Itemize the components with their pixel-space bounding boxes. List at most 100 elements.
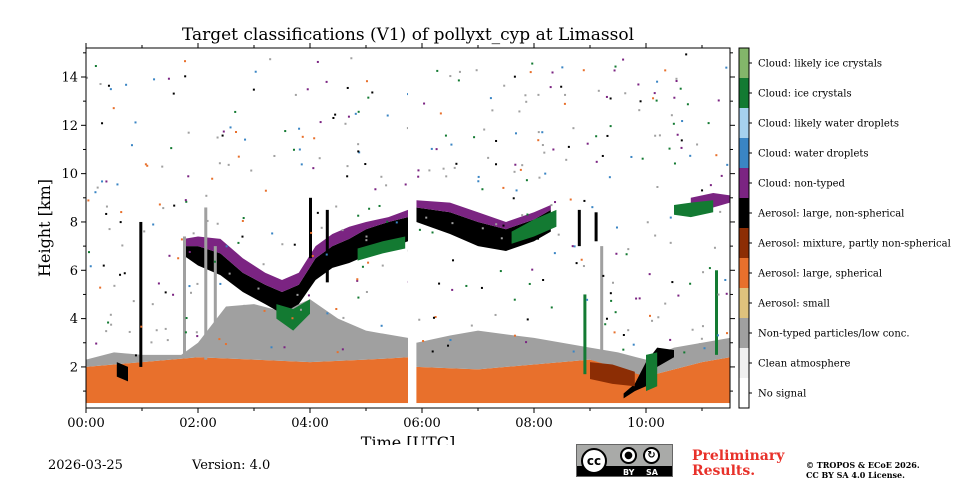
signal-pixel xyxy=(252,88,255,91)
signal-pixel xyxy=(264,189,267,192)
legend-label: Clean atmosphere xyxy=(758,359,851,370)
signal-pixel xyxy=(611,281,614,284)
signal-pixel xyxy=(481,227,484,230)
signal-pixel xyxy=(243,304,246,307)
signal-pixel xyxy=(669,241,672,244)
signal-pixel xyxy=(515,189,518,192)
legend-swatch xyxy=(739,348,749,378)
signal-pixel xyxy=(385,184,388,187)
signal-pixel xyxy=(563,102,566,105)
signal-pixel xyxy=(502,186,505,189)
signal-pixel xyxy=(386,220,389,223)
signal-pixel xyxy=(110,323,113,326)
signal-pixel xyxy=(311,255,314,258)
signal-pixel xyxy=(284,130,287,133)
signal-pixel xyxy=(128,330,131,333)
signal-pixel xyxy=(457,79,460,82)
x-tick-label: 04:00 xyxy=(291,416,328,431)
signal-pixel xyxy=(346,165,349,168)
signal-pixel xyxy=(357,150,360,153)
signal-pixel xyxy=(513,298,516,301)
signal-pixel xyxy=(550,306,553,309)
signal-pixel xyxy=(346,341,349,344)
signal-pixel xyxy=(382,238,385,241)
signal-pixel xyxy=(609,125,612,128)
signal-pixel xyxy=(627,248,630,251)
spike-2 xyxy=(204,207,208,360)
signal-pixel xyxy=(184,75,187,78)
preliminary-notice: Preliminary Results. xyxy=(692,449,784,479)
signal-pixel xyxy=(686,103,689,106)
signal-pixel xyxy=(332,116,335,119)
signal-pixel xyxy=(89,265,92,268)
signal-pixel xyxy=(354,112,357,115)
signal-pixel xyxy=(442,167,445,170)
surface-blank xyxy=(86,403,730,408)
signal-pixel xyxy=(622,348,625,351)
signal-pixel xyxy=(477,180,480,183)
signal-pixel xyxy=(196,335,199,338)
signal-pixel xyxy=(152,223,155,226)
signal-pixel xyxy=(250,169,253,172)
signal-pixel xyxy=(637,83,640,86)
y-tick-label: 10 xyxy=(61,167,78,182)
signal-pixel xyxy=(335,205,338,208)
signal-pixel xyxy=(495,139,498,142)
signal-pixel xyxy=(703,347,706,350)
signal-pixel xyxy=(116,183,119,186)
signal-pixel xyxy=(606,134,609,137)
legend-label: Cloud: ice crystals xyxy=(758,89,852,100)
signal-pixel xyxy=(487,156,490,159)
signal-pixel xyxy=(196,282,199,285)
signal-pixel xyxy=(669,216,672,219)
signal-pixel xyxy=(164,327,167,330)
signal-pixel xyxy=(583,199,586,202)
layer-7 xyxy=(276,299,310,331)
signal-pixel xyxy=(514,132,517,135)
signal-pixel xyxy=(242,217,245,220)
signal-pixel xyxy=(675,80,678,83)
layer-2 xyxy=(184,217,408,314)
signal-pixel xyxy=(638,109,641,112)
signal-pixel xyxy=(357,143,360,146)
spike-8 xyxy=(583,294,587,375)
signal-pixel xyxy=(292,148,295,151)
layer-6 xyxy=(511,209,557,244)
signal-pixel xyxy=(719,210,722,213)
signal-pixel xyxy=(648,273,651,276)
signal-pixel xyxy=(112,107,115,110)
signal-pixel xyxy=(356,278,359,281)
signal-pixel xyxy=(513,334,516,337)
signal-pixel xyxy=(609,292,612,295)
signal-pixel xyxy=(514,163,517,166)
signal-pixel xyxy=(262,263,265,266)
signal-pixel xyxy=(444,134,447,137)
cc-license-badge[interactable]: cc ● ↻ BY SA xyxy=(576,444,673,477)
signal-pixel xyxy=(336,351,339,354)
signal-pixel xyxy=(451,222,454,225)
signal-pixel xyxy=(94,191,97,194)
signal-pixel xyxy=(449,339,452,342)
signal-pixel xyxy=(560,85,563,88)
signal-pixel xyxy=(95,342,98,345)
signal-pixel xyxy=(447,344,450,347)
spike-7 xyxy=(594,212,598,242)
signal-pixel xyxy=(569,198,572,201)
signal-pixel xyxy=(273,154,276,157)
signal-pixel xyxy=(423,102,426,105)
signal-pixel xyxy=(172,92,175,95)
copyright-line-1: © TROPOS & ECoE 2026. xyxy=(806,460,920,470)
signal-pixel xyxy=(669,338,672,341)
signal-pixel xyxy=(565,158,568,161)
signal-pixel xyxy=(698,343,701,346)
signal-pixel xyxy=(365,290,368,293)
signal-pixel xyxy=(673,96,676,99)
signal-pixel xyxy=(608,176,611,179)
signal-pixel xyxy=(481,188,484,191)
signal-pixel xyxy=(671,281,674,284)
signal-pixel xyxy=(586,142,589,145)
signal-pixel xyxy=(537,237,540,240)
y-tick-label: 8 xyxy=(70,215,78,230)
signal-pixel xyxy=(105,180,108,183)
legend-swatch xyxy=(739,198,749,228)
